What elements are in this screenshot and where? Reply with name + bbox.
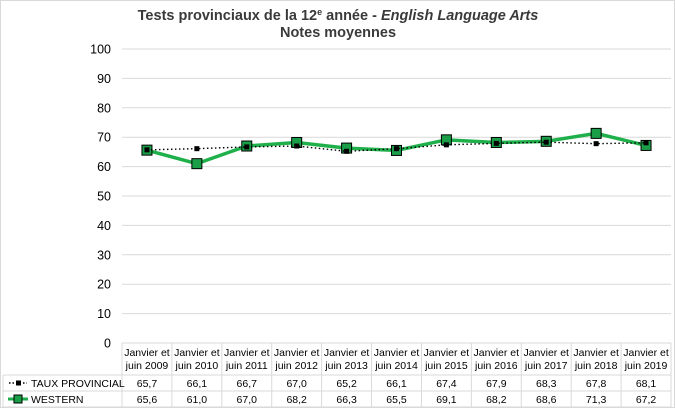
data-point-western [191, 158, 203, 170]
y-tick-label: 50 [97, 190, 111, 204]
data-label: 65,5 [386, 394, 407, 406]
data-label: 68,1 [636, 378, 657, 390]
y-tick-label: 30 [97, 248, 111, 262]
data-label: 61,0 [187, 394, 208, 406]
data-point-provincial [344, 148, 350, 154]
data-label: 68,2 [486, 394, 507, 406]
data-label: 68,2 [286, 394, 307, 406]
data-label: 65,2 [336, 378, 357, 390]
y-tick-label: 90 [97, 72, 111, 86]
data-point-provincial [394, 146, 399, 152]
y-tick-label: 60 [97, 160, 111, 174]
data-point-provincial [294, 143, 300, 149]
legend-key-marker [16, 380, 21, 386]
category-label: Janvier et juin 2019 [623, 347, 669, 372]
legend-key-marker [13, 394, 23, 404]
data-label: 67,0 [286, 378, 307, 390]
data-label: 67,2 [636, 394, 657, 406]
data-point-provincial [244, 144, 250, 150]
data-label: 66,7 [237, 378, 258, 390]
category-label: Janvier et juin 2018 [573, 347, 619, 372]
data-point-provincial [144, 147, 150, 153]
category-label: Janvier et juin 2016 [474, 347, 520, 372]
legend-label: WESTERN [31, 394, 84, 406]
data-point-provincial [194, 146, 200, 152]
data-point-provincial [593, 141, 599, 147]
chart-title-line2: Notes moyennes [280, 25, 396, 41]
data-point-provincial [443, 142, 449, 148]
category-label: Janvier et juin 2013 [324, 347, 370, 372]
data-label: 66,3 [336, 394, 357, 406]
series-line-provincial [146, 141, 647, 153]
data-label: 67,8 [586, 378, 607, 390]
data-label: 67,9 [486, 378, 507, 390]
y-tick-label: 100 [90, 43, 111, 57]
legend-label: TAUX PROVINCIAL [31, 378, 125, 390]
series-lines [141, 127, 652, 170]
chart-title-line1: Tests provinciaux de la 12e année - Engl… [138, 7, 539, 24]
category-label: Janvier et juin 2017 [523, 347, 569, 372]
category-label: Janvier et juin 2014 [374, 347, 420, 372]
category-label: Janvier et juin 2011 [224, 347, 270, 372]
data-point-western [590, 127, 602, 139]
y-tick-label: 10 [97, 307, 111, 321]
data-label: 68,6 [536, 394, 557, 406]
data-label: 67,0 [237, 394, 258, 406]
data-point-provincial [493, 140, 499, 146]
data-label: 66,1 [386, 378, 407, 390]
data-label: 67,4 [436, 378, 457, 390]
y-tick-label: 40 [97, 219, 111, 233]
gridlines [122, 48, 671, 344]
y-axis-ticks: 0 10 20 30 40 50 60 70 80 90 100 [90, 43, 111, 351]
y-tick-label: 0 [104, 337, 111, 351]
category-label: Janvier et juin 2010 [174, 347, 220, 372]
y-tick-label: 70 [97, 131, 111, 145]
data-label: 71,3 [586, 394, 607, 406]
data-point-provincial [543, 139, 549, 145]
y-tick-label: 20 [97, 278, 111, 292]
category-label: Janvier et juin 2009 [124, 347, 170, 372]
data-label: 69,1 [436, 394, 457, 406]
data-label: 65,6 [137, 394, 158, 406]
data-label: 66,1 [187, 378, 208, 390]
data-point-provincial [643, 140, 649, 146]
data-label: 68,3 [536, 378, 557, 390]
category-label: Janvier et juin 2012 [274, 347, 320, 372]
category-label: Janvier et juin 2015 [424, 347, 470, 372]
y-tick-label: 80 [97, 101, 111, 115]
data-label: 65,7 [137, 378, 158, 390]
